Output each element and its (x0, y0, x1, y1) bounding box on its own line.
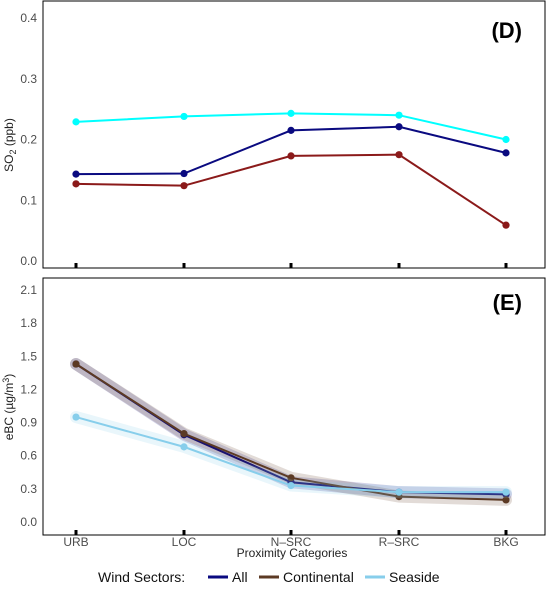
panel-e-series-2-point (180, 443, 188, 451)
panel-e-ylabel-end: ) (2, 374, 16, 378)
panel-e-y-tick-label: 0.9 (20, 416, 37, 430)
panel-d-series-2-point (180, 182, 188, 190)
panel-d-series-2-point (395, 151, 403, 159)
panel-e-y-tick-label: 1.8 (20, 316, 37, 330)
panel-e-ylabel-main: eBC (µg/m (2, 383, 16, 441)
panel-d-ylabel-sub: 2 (8, 150, 18, 155)
panel-d-y-axis: 0.0 0.1 0.2 0.3 0.4 (20, 11, 37, 268)
panel-d-x-ticks (74, 263, 508, 268)
panel-e-x-tick-label: N–SRC (271, 535, 312, 549)
panel-d-series-0-line (75, 112, 507, 141)
panel-e-x-tick-label: R–SRC (379, 535, 420, 549)
panel-e-y-tick-label: 1.5 (20, 349, 37, 363)
legend-items: All Continental Seaside (208, 569, 440, 585)
panel-e-x-tick-label: BKG (493, 535, 518, 549)
panel-d-y-tick-label: 0.3 (20, 72, 37, 86)
panel-d-series-1-point (287, 126, 295, 134)
panel-e-ylabel-sup: 3 (1, 378, 11, 383)
panel-e-y-tick-label: 0.3 (20, 482, 37, 496)
panel-d-series-0-point (287, 109, 295, 117)
legend-label-0: All (232, 569, 248, 585)
panel-e-series-1-point (502, 496, 510, 504)
panel-e: (E) 0.0 0.3 0.6 0.9 1.2 1.5 1.8 2.1 URB LOC N–SRC… (1, 277, 546, 560)
panel-d-series-1-point (395, 123, 403, 131)
panel-e-series-2-point (287, 481, 295, 490)
panel-e-x-tick-label: URB (63, 535, 88, 549)
panel-d-tag: (D) (491, 18, 522, 43)
panel-d: (D) 0.0 0.1 0.2 0.3 0.4 SO2 (ppb) (2, 0, 546, 269)
panel-d-series-2-line (75, 153, 507, 226)
panel-d-series-2-point (72, 180, 80, 188)
panel-e-series-2-band (70, 411, 512, 499)
panel-e-y-tick-label: 0.6 (20, 449, 37, 463)
panel-e-series (70, 358, 512, 506)
panel-e-tag: (E) (493, 290, 522, 315)
panel-e-series-1-point (72, 360, 80, 368)
panel-e-x-tick-label: LOC (172, 535, 197, 549)
panel-d-series-0-point (502, 135, 510, 144)
panel-d-series-2-point (287, 152, 295, 160)
panel-d-y-tick-label: 0.2 (20, 133, 37, 147)
panel-e-series-2-point (395, 488, 403, 496)
panel-d-series-1-point (72, 170, 80, 178)
panel-e-series-1-point (180, 430, 188, 438)
panel-d-y-tick-label: 0.4 (20, 11, 37, 25)
panel-d-ylabel-main: SO (2, 155, 16, 172)
panel-e-y-tick-label: 2.1 (20, 283, 37, 297)
panel-d-series-1-point (502, 149, 510, 157)
x-axis-label: Proximity Categories (237, 546, 348, 560)
legend-label-1: Continental (283, 569, 354, 585)
panel-d-y-tick-label: 0.0 (20, 254, 37, 268)
panel-e-y-tick-label: 0.0 (20, 515, 37, 529)
legend: Wind Sectors: All Continental Seaside (98, 569, 440, 585)
panel-d-series-2-point (502, 221, 510, 229)
legend-title: Wind Sectors: (98, 569, 185, 585)
panel-e-y-axis-label: eBC (µg/m3) (1, 374, 16, 441)
panel-d-series-0-point (395, 111, 403, 119)
panel-d-y-tick-label: 0.1 (20, 193, 37, 207)
panel-d-ylabel-unit: (ppb) (2, 118, 16, 149)
panel-e-series-2-point (72, 413, 80, 421)
panel-d-series (72, 109, 510, 229)
panel-e-x-axis: URB LOC N–SRC R–SRC BKG (63, 530, 519, 549)
panel-e-y-tick-label: 1.2 (20, 382, 37, 396)
panel-e-series-1-point (287, 474, 295, 482)
panel-e-series-2-point (502, 488, 510, 496)
panel-e-frame (42, 277, 546, 536)
panel-e-y-axis: 0.0 0.3 0.6 0.9 1.2 1.5 1.8 2.1 (20, 283, 37, 529)
panel-d-y-axis-label: SO2 (ppb) (2, 118, 18, 172)
panel-d-series-1-point (180, 169, 188, 178)
panel-d-series-0-point (180, 112, 188, 121)
panel-d-frame (42, 0, 546, 269)
panel-d-series-0-point (72, 118, 80, 126)
legend-label-2: Seaside (389, 569, 440, 585)
